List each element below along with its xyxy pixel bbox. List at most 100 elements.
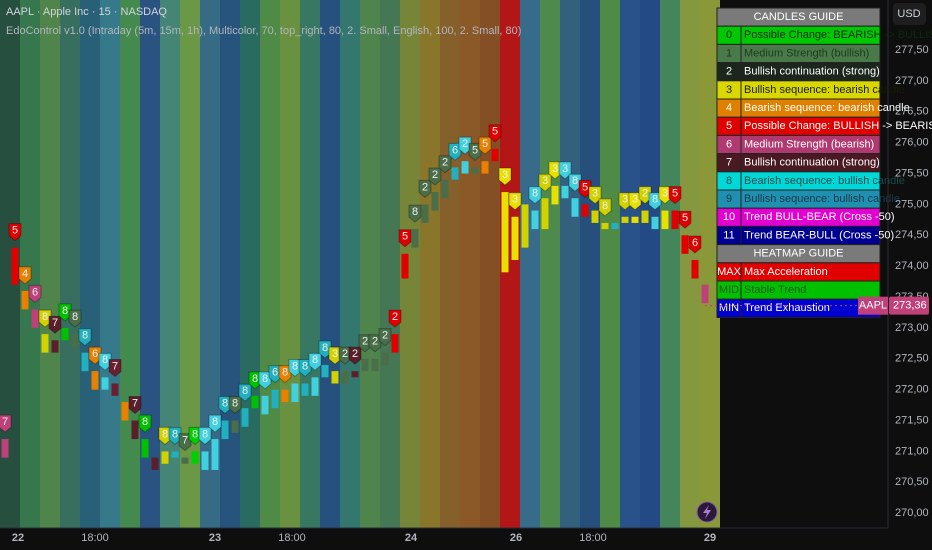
signal-label: 8 [412, 206, 418, 218]
signal-flag [528, 186, 542, 205]
x-tick-label: 18:00 [81, 532, 109, 544]
signal-flag [658, 186, 672, 205]
heatmap-band [140, 0, 160, 528]
candle-body [421, 204, 429, 223]
heatmap-band [260, 0, 280, 528]
guide-code: 11 [723, 229, 734, 241]
heatmap-band [620, 0, 640, 528]
heatmap-band [340, 0, 360, 528]
candle-body [521, 204, 529, 248]
signal-flag [588, 186, 602, 205]
candle-body [511, 216, 519, 260]
signal-flag [318, 340, 332, 359]
y-tick-label: 273,00 [895, 322, 929, 334]
candle-body [281, 389, 289, 403]
signal-flag [438, 155, 452, 174]
candle-body [671, 210, 679, 230]
candle-body [601, 222, 609, 230]
candle-body [231, 420, 239, 433]
candle-body [451, 167, 459, 180]
signal-label: 8 [62, 305, 68, 317]
y-tick-label: 272,50 [895, 353, 929, 365]
signal-label: 7 [2, 416, 8, 428]
x-tick-label: 18:00 [278, 532, 306, 544]
signal-label: 5 [682, 212, 688, 224]
candle-body [41, 334, 49, 353]
signal-flag [88, 346, 102, 365]
signal-flag [688, 235, 702, 254]
signal-label: 3 [552, 163, 558, 175]
signal-label: 3 [512, 194, 518, 206]
guide-code: 7 [726, 157, 732, 169]
candle-body [641, 210, 649, 223]
signal-label: 8 [242, 385, 248, 397]
signal-flag [388, 309, 402, 328]
candle-body [571, 198, 579, 217]
candle-body [411, 229, 419, 248]
candle-body [621, 216, 629, 223]
signal-label: 8 [292, 360, 298, 372]
heatmap-band [400, 0, 420, 528]
currency-label[interactable]: USD [897, 8, 920, 20]
guide-label: Bearish sequence: bullish candle [744, 175, 905, 187]
signal-label: 3 [592, 187, 598, 199]
signal-flag [218, 396, 232, 415]
signal-label: 6 [32, 286, 38, 298]
signal-label: 5 [402, 231, 408, 243]
signal-label: 8 [252, 373, 258, 385]
last-price-tag [889, 296, 929, 315]
signal-label: 8 [162, 428, 168, 440]
signal-label: 2 [372, 336, 378, 348]
guide-label: Medium Strength (bearish) [744, 138, 874, 150]
signal-label: 2 [422, 181, 428, 193]
signal-flag [138, 414, 152, 433]
guide-table: CANDLES GUIDE 0 Possible Change: BEARISH -… [716, 7, 932, 318]
signal-label: 2 [642, 187, 648, 199]
candle-body [261, 395, 269, 415]
signal-label: 3 [542, 175, 548, 187]
guide-label: Medium Strength (bullish) [744, 47, 869, 59]
candle-body [111, 383, 119, 396]
candle-body [201, 451, 209, 470]
y-tick-label: 271,00 [895, 445, 929, 457]
y-tick-label: 274,50 [895, 229, 929, 241]
guide-code: 3 [726, 84, 732, 96]
candle-body [321, 364, 329, 378]
guide-code: 0 [726, 29, 732, 41]
candle-body [691, 259, 699, 279]
candle-body [301, 383, 309, 396]
last-price-symbol: AAPL [859, 300, 887, 312]
candle-body [361, 358, 369, 372]
signal-flag [408, 204, 422, 223]
currency-button[interactable] [893, 3, 926, 25]
guide-label: Trend Exhaustion [744, 302, 830, 314]
signal-label: 3 [502, 169, 508, 181]
signal-label: 6 [452, 144, 458, 156]
signal-label: 8 [572, 175, 578, 187]
heatmap-band [20, 0, 40, 528]
heatmap-band [180, 0, 200, 528]
signal-flag [78, 328, 92, 347]
heatmap-band [700, 0, 720, 528]
signal-flag [58, 303, 72, 322]
candle-body [531, 210, 539, 230]
candle-body [441, 179, 449, 199]
signal-label: 7 [52, 317, 58, 329]
signal-flag [68, 309, 82, 328]
heatmap-band [600, 0, 620, 528]
signal-label: 5 [492, 126, 498, 138]
signal-flag [638, 186, 652, 205]
candle-body [141, 439, 149, 458]
signal-label: 3 [662, 187, 668, 199]
signal-label: 5 [12, 225, 18, 237]
candle-body [561, 185, 569, 199]
candle-body [591, 210, 599, 223]
y-tick-label: 276,50 [895, 106, 929, 118]
signal-label: 8 [222, 397, 228, 409]
signal-label: 8 [602, 200, 608, 212]
candle-body [101, 377, 109, 390]
signal-label: 2 [392, 311, 398, 323]
signal-flag [418, 179, 432, 199]
signal-flag [168, 426, 182, 446]
